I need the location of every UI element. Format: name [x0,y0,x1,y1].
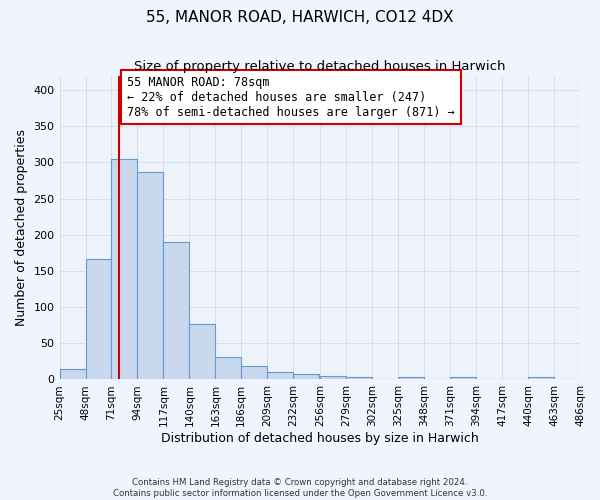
Bar [163,242,190,380]
X-axis label: Distribution of detached houses by size in Harwich: Distribution of detached houses by size … [161,432,479,445]
Bar [137,172,163,380]
Title: Size of property relative to detached houses in Harwich: Size of property relative to detached ho… [134,60,506,73]
Bar [450,376,476,380]
Bar [320,376,346,380]
Y-axis label: Number of detached properties: Number of detached properties [15,129,28,326]
Text: 55, MANOR ROAD, HARWICH, CO12 4DX: 55, MANOR ROAD, HARWICH, CO12 4DX [146,10,454,25]
Bar [241,366,267,380]
Bar [59,368,86,380]
Text: 55 MANOR ROAD: 78sqm
← 22% of detached houses are smaller (247)
78% of semi-deta: 55 MANOR ROAD: 78sqm ← 22% of detached h… [127,76,455,118]
Bar [293,374,319,380]
Bar [267,372,293,380]
Bar [86,258,112,380]
Bar [528,378,554,380]
Bar [112,159,137,380]
Bar [346,378,372,380]
Bar [190,324,215,380]
Bar [215,357,241,380]
Text: Contains HM Land Registry data © Crown copyright and database right 2024.
Contai: Contains HM Land Registry data © Crown c… [113,478,487,498]
Bar [398,378,424,380]
